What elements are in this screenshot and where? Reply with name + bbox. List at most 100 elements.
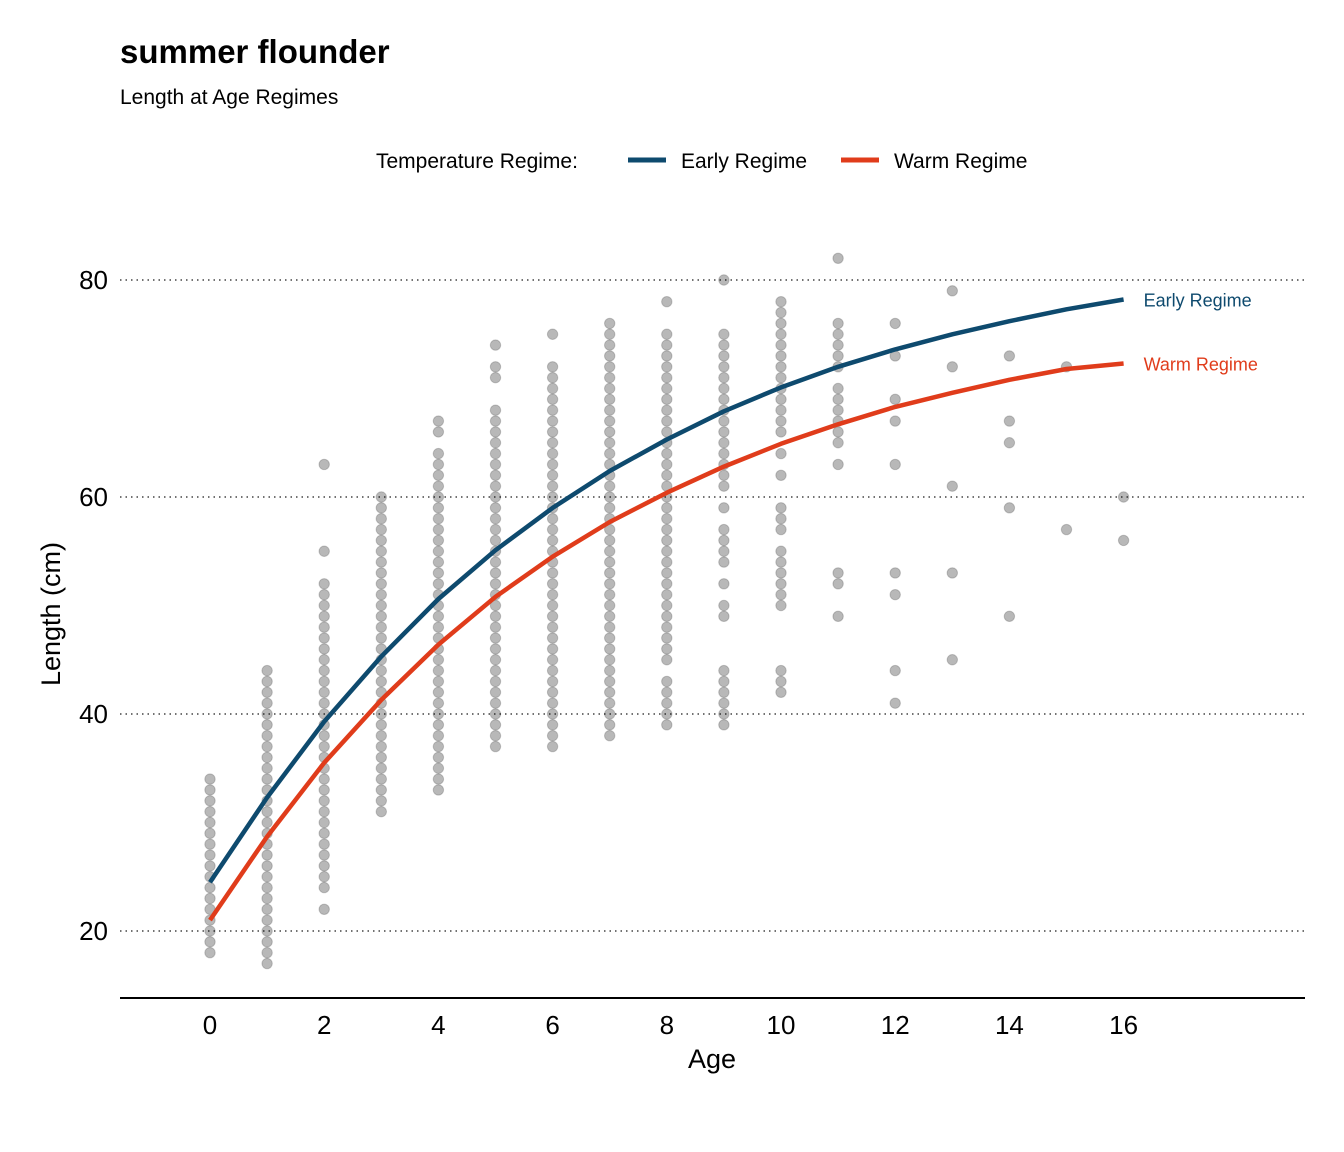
data-point — [432, 719, 445, 731]
legend-label-early: Early Regime — [681, 150, 807, 173]
data-point — [604, 447, 616, 460]
data-point — [204, 795, 216, 807]
data-point — [375, 545, 387, 557]
data-point — [718, 339, 730, 351]
data-point — [832, 578, 844, 590]
data-point — [261, 914, 273, 926]
data-point — [489, 654, 502, 666]
data-point — [718, 523, 730, 536]
data-point — [661, 523, 673, 536]
data-point — [775, 328, 787, 340]
data-point — [832, 317, 844, 330]
data-point — [546, 686, 559, 698]
data-point — [546, 371, 559, 384]
data-point — [889, 567, 901, 579]
data-point — [261, 740, 273, 753]
data-point — [546, 675, 559, 688]
data-point — [375, 556, 387, 568]
data-point — [546, 610, 559, 623]
gridlines — [120, 279, 1305, 932]
data-point — [489, 458, 502, 471]
data-point — [546, 697, 559, 709]
data-point — [204, 849, 216, 861]
data-point — [318, 588, 330, 601]
data-point — [718, 393, 730, 406]
data-point — [489, 686, 502, 698]
data-point — [318, 881, 330, 894]
data-point — [546, 599, 559, 612]
data-point — [318, 773, 330, 785]
data-point — [546, 404, 559, 416]
data-point — [489, 415, 502, 427]
data-point — [489, 599, 502, 612]
data-point — [489, 513, 502, 525]
data-point — [432, 513, 445, 525]
data-point — [604, 415, 616, 427]
data-point — [432, 458, 445, 471]
data-point — [432, 426, 445, 438]
data-point — [604, 664, 616, 677]
data-point — [1003, 610, 1016, 623]
data-point — [661, 578, 673, 590]
data-point — [546, 719, 559, 731]
data-point — [946, 361, 958, 373]
data-point — [718, 545, 730, 557]
data-point — [204, 925, 216, 937]
data-point — [718, 610, 730, 623]
data-point — [432, 773, 445, 785]
data-point — [489, 480, 502, 492]
chart-title: summer flounder — [120, 33, 390, 70]
data-point — [432, 567, 445, 579]
data-point — [375, 599, 387, 612]
data-point — [546, 491, 559, 503]
data-point — [604, 491, 616, 503]
data-point — [546, 567, 559, 579]
data-point — [489, 719, 502, 731]
data-point — [661, 599, 673, 612]
data-point — [718, 480, 730, 492]
data-point — [432, 697, 445, 709]
data-point — [661, 719, 673, 731]
data-point — [489, 740, 502, 753]
data-point — [432, 447, 445, 460]
data-point — [604, 339, 616, 351]
data-point — [546, 740, 559, 753]
data-point — [546, 588, 559, 601]
data-point — [375, 795, 387, 807]
data-point — [718, 578, 730, 590]
data-point — [775, 599, 787, 612]
data-point — [432, 664, 445, 677]
data-point — [546, 643, 559, 655]
data-point — [432, 491, 445, 503]
data-point — [204, 892, 216, 905]
data-point — [489, 621, 502, 633]
data-point — [718, 599, 730, 612]
data-points — [204, 252, 1130, 970]
data-point — [489, 491, 502, 503]
data-point — [661, 458, 673, 471]
x-tick-label: 14 — [995, 1010, 1024, 1040]
data-point — [718, 675, 730, 688]
x-tick-label: 8 — [660, 1010, 674, 1040]
fitted-curves: Early Regime Warm Regime — [208, 291, 1258, 922]
data-point — [375, 502, 387, 514]
data-point — [604, 556, 616, 568]
data-point — [432, 740, 445, 753]
data-point — [375, 578, 387, 590]
data-point — [775, 339, 787, 351]
data-point — [604, 643, 616, 655]
data-point — [489, 469, 502, 481]
data-point — [432, 578, 445, 590]
data-point — [1003, 437, 1016, 449]
data-point — [489, 523, 502, 536]
data-point — [718, 664, 730, 677]
data-point — [432, 610, 445, 623]
data-point — [375, 523, 387, 536]
data-point — [604, 328, 616, 340]
data-point — [718, 447, 730, 460]
data-point — [661, 393, 673, 406]
data-point — [489, 361, 502, 373]
y-tick-label: 60 — [79, 482, 108, 512]
data-point — [718, 708, 730, 720]
data-point — [604, 502, 616, 514]
